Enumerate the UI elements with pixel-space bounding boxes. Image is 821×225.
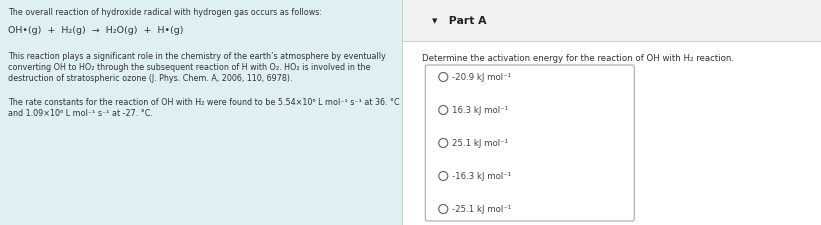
Text: converting OH to HO₂ through the subsequent reaction of H with O₂. HO₂ is involv: converting OH to HO₂ through the subsequ…: [8, 63, 370, 72]
FancyBboxPatch shape: [0, 0, 402, 225]
Text: This reaction plays a significant role in the chemistry of the earth’s atmospher: This reaction plays a significant role i…: [8, 52, 386, 61]
FancyBboxPatch shape: [402, 0, 821, 42]
Text: destruction of stratospheric ozone (J. Phys. Chem. A, 2006, 110, 6978).: destruction of stratospheric ozone (J. P…: [8, 74, 292, 83]
Text: -16.3 kJ mol⁻¹: -16.3 kJ mol⁻¹: [452, 172, 511, 181]
Text: -25.1 kJ mol⁻¹: -25.1 kJ mol⁻¹: [452, 205, 511, 214]
Text: Determine the activation energy for the reaction of OH with H₂ reaction.: Determine the activation energy for the …: [422, 54, 734, 63]
Text: OH•(g)  +  H₂(g)  →  H₂O(g)  +  H•(g): OH•(g) + H₂(g) → H₂O(g) + H•(g): [8, 26, 184, 35]
Text: and 1.09×10⁶ L mol⁻¹ s⁻¹ at -27. °C.: and 1.09×10⁶ L mol⁻¹ s⁻¹ at -27. °C.: [8, 108, 153, 117]
FancyBboxPatch shape: [402, 0, 821, 225]
Text: 25.1 kJ mol⁻¹: 25.1 kJ mol⁻¹: [452, 139, 508, 148]
Text: The rate constants for the reaction of OH with H₂ were found to be 5.54×10⁶ L mo: The rate constants for the reaction of O…: [8, 98, 400, 106]
FancyBboxPatch shape: [425, 66, 635, 221]
Text: ▾   Part A: ▾ Part A: [433, 16, 487, 26]
Text: -20.9 kJ mol⁻¹: -20.9 kJ mol⁻¹: [452, 73, 511, 82]
Text: The overall reaction of hydroxide radical with hydrogen gas occurs as follows:: The overall reaction of hydroxide radica…: [8, 8, 322, 17]
Text: 16.3 kJ mol⁻¹: 16.3 kJ mol⁻¹: [452, 106, 508, 115]
